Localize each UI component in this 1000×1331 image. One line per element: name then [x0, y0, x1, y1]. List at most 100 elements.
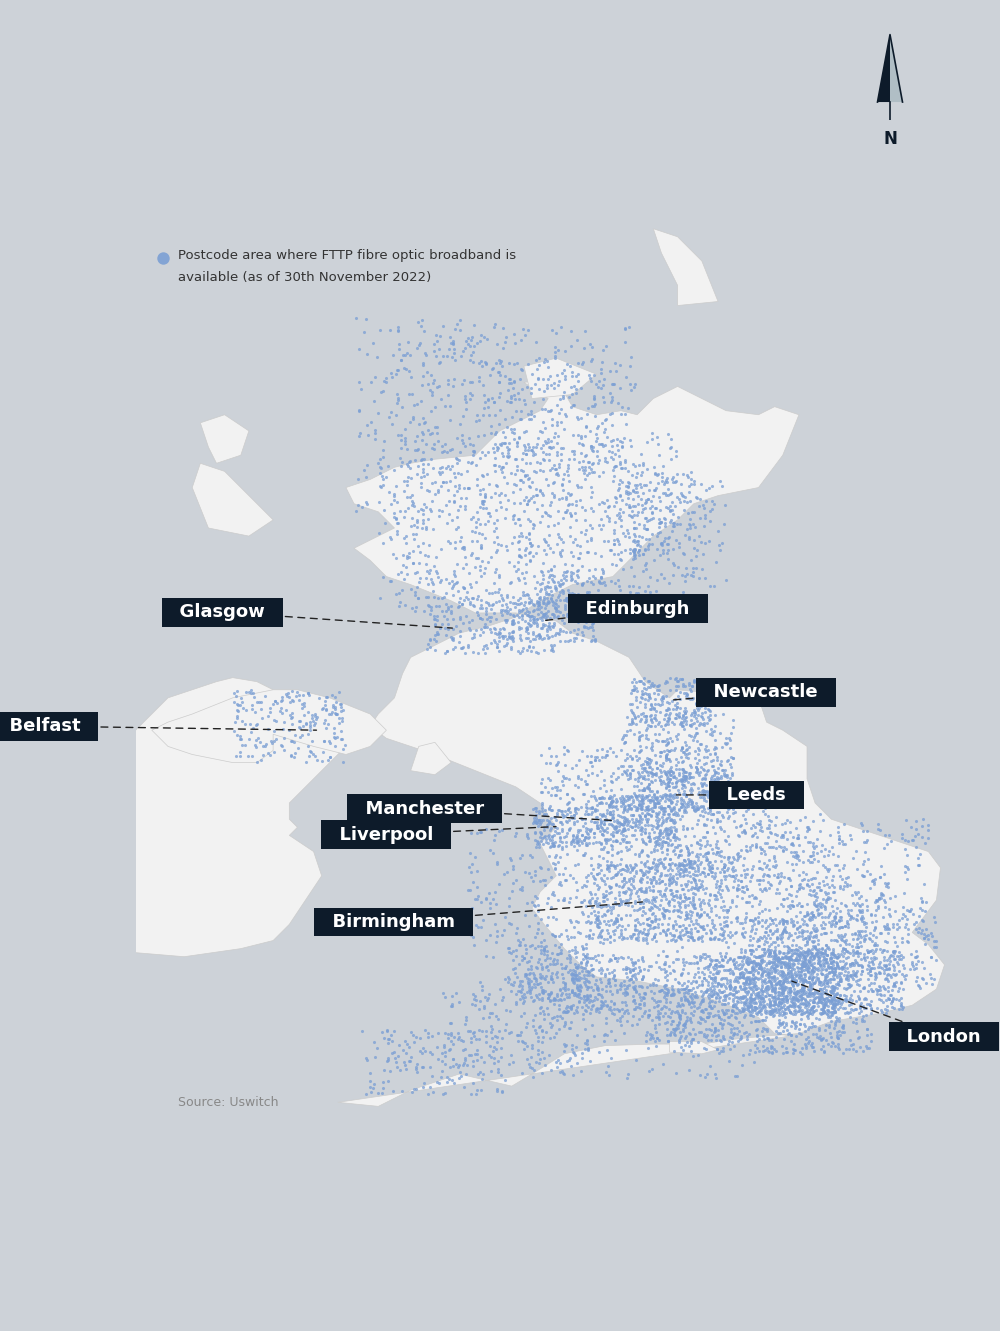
- Point: [678, 858, 694, 880]
- Point: [521, 974, 537, 996]
- Point: [682, 855, 698, 876]
- Point: [709, 976, 725, 997]
- Point: [675, 1014, 691, 1036]
- Point: [578, 960, 594, 981]
- Point: [704, 721, 720, 743]
- Point: [552, 631, 568, 652]
- Point: [638, 922, 654, 944]
- Point: [726, 954, 742, 976]
- Point: [546, 836, 562, 857]
- Point: [823, 950, 839, 972]
- Point: [641, 510, 657, 531]
- Point: [676, 890, 692, 912]
- Point: [626, 739, 642, 760]
- Point: [540, 592, 556, 614]
- Point: [440, 1028, 456, 1049]
- Point: [810, 898, 826, 920]
- Point: [619, 1000, 635, 1021]
- Point: [805, 948, 821, 969]
- Point: [620, 768, 636, 789]
- Point: [642, 789, 658, 811]
- Point: [908, 819, 924, 840]
- Point: [626, 377, 642, 398]
- Point: [610, 767, 626, 788]
- Point: [829, 946, 845, 968]
- Point: [443, 1022, 459, 1044]
- Point: [642, 880, 658, 901]
- Point: [712, 922, 728, 944]
- Point: [505, 482, 521, 503]
- Point: [702, 961, 718, 982]
- Point: [613, 893, 629, 914]
- Point: [519, 824, 535, 845]
- Point: [725, 962, 741, 984]
- Point: [564, 599, 580, 620]
- Point: [472, 559, 488, 580]
- Point: [581, 925, 597, 946]
- Point: [816, 988, 832, 1009]
- Point: [429, 377, 445, 398]
- Point: [773, 989, 789, 1010]
- Point: [585, 574, 601, 595]
- Point: [584, 1014, 600, 1036]
- Point: [720, 795, 736, 816]
- Point: [676, 985, 692, 1006]
- Point: [688, 671, 704, 692]
- Point: [794, 956, 810, 977]
- Point: [624, 952, 640, 973]
- Point: [472, 1062, 488, 1083]
- Point: [406, 528, 422, 550]
- Point: [532, 856, 548, 877]
- Point: [677, 886, 693, 908]
- Point: [678, 981, 694, 1002]
- Point: [717, 994, 733, 1016]
- Point: [670, 685, 686, 707]
- Point: [914, 816, 930, 837]
- Point: [668, 827, 684, 848]
- Point: [684, 793, 700, 815]
- Point: [863, 948, 879, 969]
- Point: [566, 620, 582, 642]
- Point: [685, 772, 701, 793]
- Point: [617, 1001, 633, 1022]
- Point: [826, 929, 842, 950]
- Point: [768, 949, 784, 970]
- Point: [555, 889, 571, 910]
- Point: [573, 520, 589, 542]
- Point: [487, 461, 503, 482]
- Point: [550, 426, 566, 447]
- Point: [854, 921, 870, 942]
- Point: [887, 932, 903, 953]
- Point: [545, 950, 561, 972]
- Point: [525, 437, 541, 458]
- Point: [632, 725, 648, 747]
- Point: [887, 965, 903, 986]
- Point: [530, 815, 546, 836]
- Point: [679, 1032, 695, 1053]
- Point: [643, 737, 659, 759]
- Point: [769, 926, 785, 948]
- Point: [452, 626, 468, 647]
- Point: [545, 989, 561, 1010]
- Point: [594, 996, 610, 1017]
- Point: [781, 966, 797, 988]
- Point: [598, 409, 614, 430]
- Point: [828, 902, 844, 924]
- Point: [827, 985, 843, 1006]
- Point: [604, 796, 620, 817]
- Point: [661, 868, 677, 889]
- Point: [653, 862, 669, 884]
- Point: [720, 900, 736, 921]
- Point: [776, 1029, 792, 1050]
- Point: [522, 453, 538, 474]
- Point: [470, 508, 486, 530]
- Point: [900, 932, 916, 953]
- Point: [654, 998, 670, 1020]
- Point: [927, 912, 943, 933]
- Point: [707, 1004, 723, 1025]
- Point: [476, 326, 492, 347]
- Point: [595, 820, 611, 841]
- Point: [596, 836, 612, 857]
- Point: [639, 717, 655, 739]
- Point: [622, 767, 638, 788]
